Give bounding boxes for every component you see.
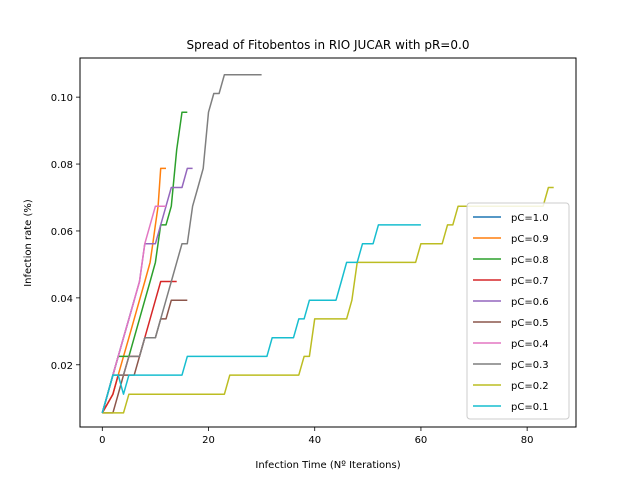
plot-lines <box>101 73 554 414</box>
y-axis-label: Infection rate (%) <box>23 199 34 287</box>
x-tick-label: 0 <box>99 435 105 446</box>
legend-label-0: pC=1.0 <box>511 213 549 224</box>
legend-label-6: pC=0.4 <box>511 339 549 350</box>
legend-label-2: pC=0.8 <box>511 255 549 266</box>
x-tick-label: 60 <box>415 435 428 446</box>
legend-label-9: pC=0.1 <box>511 402 549 413</box>
x-tick-label: 40 <box>308 435 321 446</box>
series-line-7 <box>101 73 262 414</box>
chart-title: Spread of Fitobentos in RIO JUCAR with p… <box>187 38 470 52</box>
series-line-9 <box>101 224 421 414</box>
legend-label-7: pC=0.3 <box>511 360 549 371</box>
y-tick-label: 0.06 <box>51 227 73 238</box>
y-tick-label: 0.08 <box>51 160 73 171</box>
series-line-8 <box>102 186 554 414</box>
y-tick-label: 0.10 <box>51 93 73 104</box>
y-tick-label: 0.04 <box>51 294 73 305</box>
legend-label-5: pC=0.5 <box>511 318 549 329</box>
x-axis-label: Infection Time (Nº Iterations) <box>255 460 400 471</box>
y-tick-label: 0.02 <box>51 361 73 372</box>
plot-frame <box>79 57 577 428</box>
legend-label-3: pC=0.7 <box>511 276 549 287</box>
legend-label-8: pC=0.2 <box>511 381 549 392</box>
x-tick-label: 20 <box>202 435 215 446</box>
x-tick-label: 80 <box>521 435 534 446</box>
series-line-1 <box>101 167 166 414</box>
legend-box <box>466 202 570 420</box>
legend: pC=1.0 pC=0.9 pC=0.8 pC=0.7 pC=0.6 pC=0.5 pC=0… <box>466 202 570 420</box>
x-axis-ticks: 0 20 40 60 80 <box>99 427 534 446</box>
legend-label-4: pC=0.6 <box>511 297 549 308</box>
legend-label-1: pC=0.9 <box>511 234 549 245</box>
y-axis-ticks: 0.02 0.04 0.06 0.08 0.10 <box>51 93 80 372</box>
